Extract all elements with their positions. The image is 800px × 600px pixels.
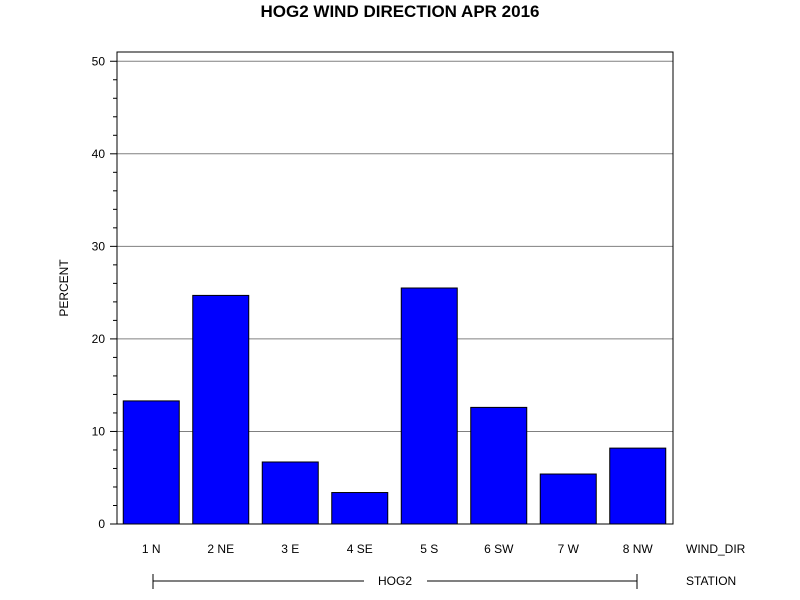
x-category-label: 4 SE <box>347 542 373 556</box>
bar <box>400 287 458 525</box>
x-category-label: 7 W <box>558 542 580 556</box>
bar <box>470 406 528 525</box>
plot-frame <box>116 51 674 525</box>
x-category-label: 1 N <box>142 542 161 556</box>
y-axis: 0 10 20 30 40 50 <box>92 54 117 531</box>
x-category-label: 3 E <box>281 542 299 556</box>
bar <box>261 461 319 525</box>
y-tick-label: 50 <box>92 54 106 68</box>
y-tick-label: 40 <box>92 147 106 161</box>
station-group-name: HOG2 <box>378 574 412 588</box>
bar <box>122 400 180 525</box>
bars <box>122 287 667 525</box>
x-axis-categories: 1 N 2 NE 3 E 4 SE 5 S 6 SW 7 W 8 NW <box>142 542 654 556</box>
y-tick-label: 10 <box>92 424 106 438</box>
y-tick-label: 20 <box>92 332 106 346</box>
bar <box>539 473 597 525</box>
x-category-label: 8 NW <box>623 542 654 556</box>
bar <box>331 492 389 525</box>
y-axis-label: PERCENT <box>57 259 71 317</box>
chart-title: HOG2 WIND DIRECTION APR 2016 <box>261 2 540 21</box>
station-axis-label: STATION <box>686 574 736 588</box>
y-tick-label: 0 <box>98 517 105 531</box>
station-group-bracket <box>152 574 638 589</box>
bar <box>609 447 667 525</box>
x-category-label: 6 SW <box>484 542 514 556</box>
x-axis-label: WIND_DIR <box>686 542 746 556</box>
bar <box>192 294 250 525</box>
x-category-label: 2 NE <box>207 542 234 556</box>
y-tick-label: 30 <box>92 239 106 253</box>
x-category-label: 5 S <box>420 542 438 556</box>
